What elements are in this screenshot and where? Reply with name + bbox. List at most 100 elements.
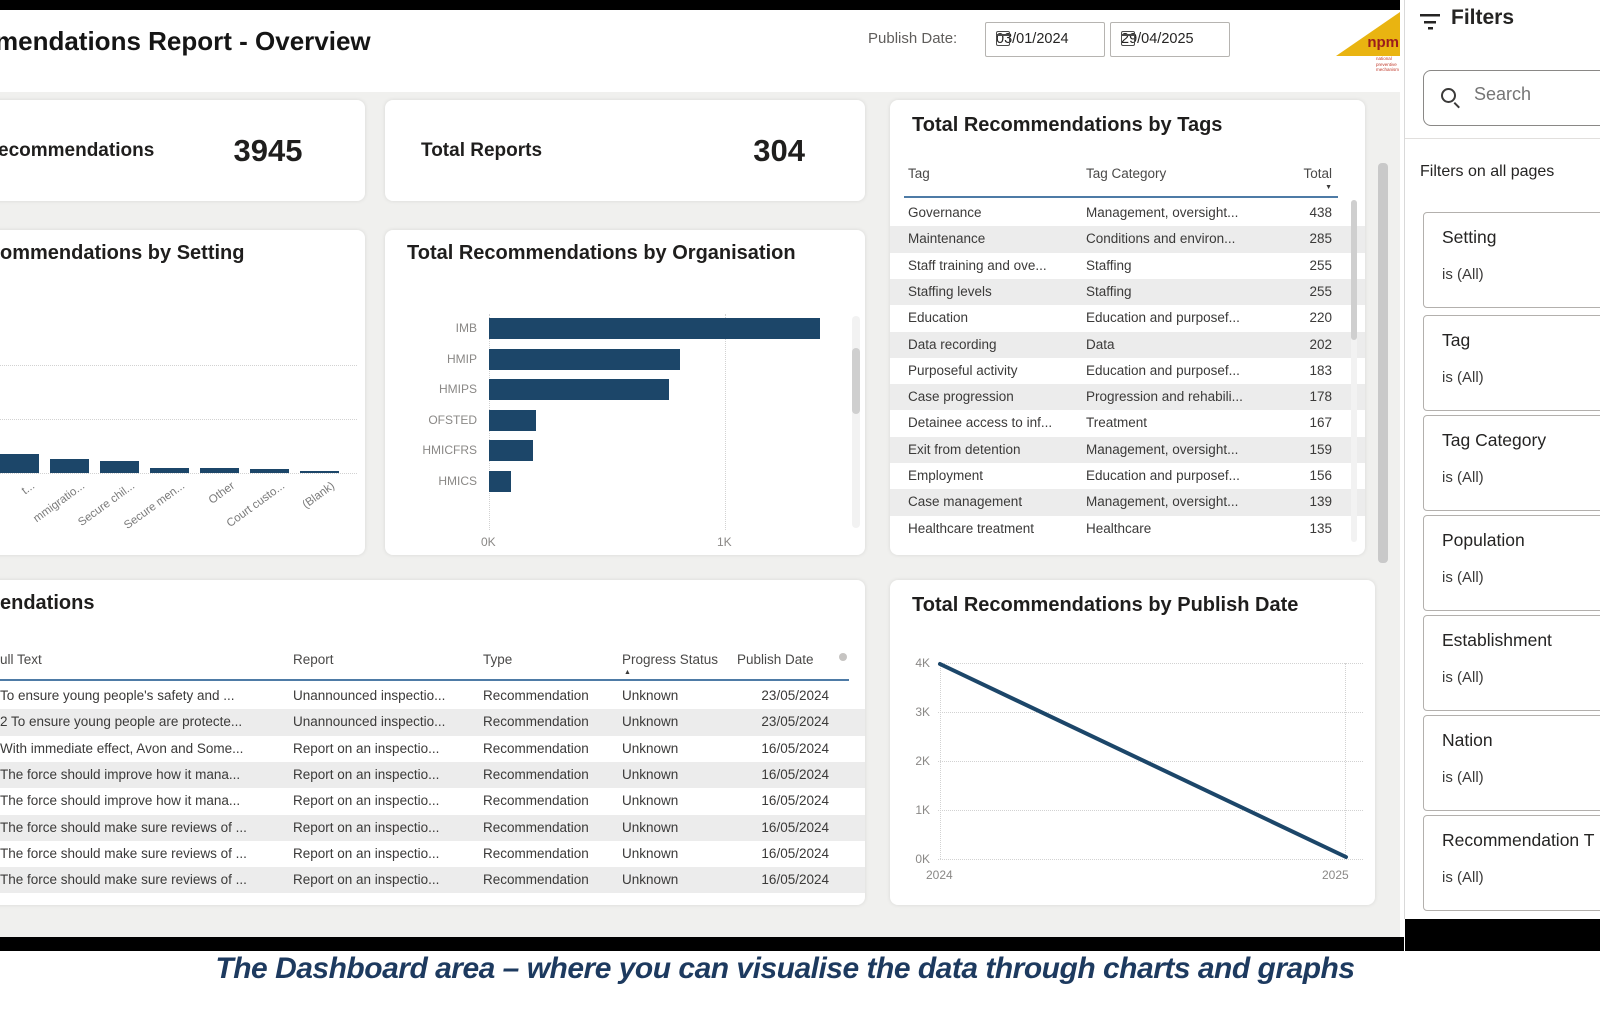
category-cell: Management, oversight... (1086, 494, 1239, 510)
recs-col-type[interactable]: Type (483, 652, 513, 667)
bar-org-ofsted[interactable] (489, 409, 537, 431)
table-row[interactable]: Detainee access to inf... Treatment 167 (890, 410, 1365, 436)
tag-cell: Education (908, 310, 969, 326)
table-row[interactable]: 2 To ensure young people are protecte...… (0, 709, 865, 736)
type-cell: Recommendation (483, 845, 589, 861)
total-cell: 183 (1309, 362, 1332, 378)
bar-setting-4[interactable] (200, 467, 239, 473)
table-row[interactable]: With immediate effect, Avon and Some... R… (0, 736, 865, 762)
filter-card-tag[interactable]: Tag is (All) (1423, 315, 1600, 411)
table-row[interactable]: Employment Education and purposef... 156 (890, 463, 1365, 489)
category-cell: Healthcare (1086, 520, 1152, 536)
filter-card-nation[interactable]: Nation is (All) (1423, 715, 1600, 811)
date-cell: 16/05/2024 (761, 740, 829, 756)
org-x-tick: 0K (481, 535, 496, 549)
table-row[interactable]: Healthcare treatment Healthcare 135 (890, 516, 1365, 542)
search-input[interactable] (1472, 83, 1600, 106)
x-axis-line (0, 473, 357, 474)
table-row[interactable]: Governance Management, oversight... 438 (890, 200, 1365, 226)
tags-col-category[interactable]: Tag Category (1086, 166, 1167, 181)
filters-search-box[interactable] (1423, 70, 1600, 126)
recs-col-full-text[interactable]: ull Text (0, 652, 42, 667)
table-row[interactable]: The force should improve how it mana... R… (0, 788, 865, 814)
table-row[interactable]: Case progression Progression and rehabili… (890, 384, 1365, 411)
total-cell: 285 (1309, 231, 1332, 247)
tags-table-card: Total Recommendations by Tags Tag Tag Ca… (890, 100, 1365, 555)
category-cell: Staffing (1086, 257, 1132, 273)
bar-setting-3[interactable] (150, 467, 189, 473)
total-cell: 202 (1309, 336, 1332, 352)
recs-col-date[interactable]: Publish Date (737, 652, 814, 667)
kpi-card-total-recommendations[interactable]: ecommendations 3945 (0, 100, 365, 201)
report-header: mendations Report - Overview Publish Dat… (0, 10, 1400, 92)
calendar-icon[interactable] (1121, 31, 1135, 46)
bar-setting-1[interactable] (50, 459, 89, 473)
bar-setting-0[interactable] (0, 454, 39, 473)
table-row[interactable]: Exit from detention Management, oversight… (890, 436, 1365, 463)
npm-logo: npm national preventive mechanism (1336, 12, 1400, 72)
filter-card-tag-category[interactable]: Tag Category is (All) (1423, 415, 1600, 511)
filter-name: Establishment (1442, 630, 1552, 650)
page-scrollbar-thumb[interactable] (1378, 163, 1388, 563)
trend-line[interactable] (890, 580, 1375, 905)
date-from-input[interactable]: 03/01/2024 (985, 22, 1105, 57)
kpi-reports-value: 304 (753, 133, 805, 168)
tag-cell: Maintenance (908, 231, 986, 247)
kpi-recommendations-label: ecommendations (0, 140, 155, 161)
total-cell: 438 (1309, 205, 1332, 220)
table-row[interactable]: Maintenance Conditions and environ... 285 (890, 226, 1365, 253)
table-row[interactable]: To ensure young people's safety and ... U… (0, 683, 865, 709)
bar-org-hmips[interactable] (489, 379, 669, 400)
table-row[interactable]: The force should improve how it mana... R… (0, 761, 865, 789)
date-cell: 16/05/2024 (761, 819, 829, 835)
date-to-input[interactable]: 29/04/2025 (1110, 22, 1230, 57)
filters-panel-title: Filters (1451, 6, 1515, 29)
sort-descending-icon[interactable]: ▼ (1325, 184, 1332, 191)
table-row[interactable]: The force should make sure reviews of ..… (0, 814, 865, 841)
type-cell: Recommendation (483, 819, 589, 835)
table-row[interactable]: The force should make sure reviews of ..… (0, 867, 865, 894)
bar-org-hmicfrs[interactable] (489, 440, 533, 461)
bar-setting-6[interactable] (300, 471, 339, 473)
filter-card-setting[interactable]: Setting is (All) (1423, 212, 1600, 308)
tags-col-total[interactable]: Total (1303, 166, 1332, 181)
recs-col-report[interactable]: Report (293, 652, 334, 667)
filter-card-establishment[interactable]: Establishment is (All) (1423, 615, 1600, 711)
table-row[interactable]: Purposeful activity Education and purpose… (890, 358, 1365, 384)
bar-org-imb[interactable] (489, 318, 820, 339)
recs-table-scrollbar-nub[interactable] (839, 653, 847, 661)
type-cell: Recommendation (483, 766, 589, 782)
kpi-card-total-reports[interactable]: Total Reports 304 (385, 100, 865, 201)
tags-col-tag[interactable]: Tag (908, 166, 930, 181)
bar-org-hmip[interactable] (489, 348, 681, 370)
kpi-reports-label: Total Reports (421, 140, 543, 161)
filter-name: Population (1442, 530, 1525, 550)
status-cell: Unknown (622, 766, 679, 782)
tag-cell: Detainee access to inf... (908, 415, 1053, 431)
bar-setting-5[interactable] (250, 469, 289, 473)
recs-col-status[interactable]: Progress Status (622, 652, 719, 667)
filter-card-recommendation-type[interactable]: Recommendation T is (All) (1423, 815, 1600, 911)
tags-table-scrollbar-track[interactable] (1351, 200, 1357, 542)
status-cell: Unknown (622, 740, 679, 756)
total-cell: 135 (1309, 520, 1332, 536)
filter-value: is (All) (1442, 469, 1484, 486)
org-chart-scrollbar-track[interactable] (852, 316, 860, 528)
status-cell: Unknown (622, 819, 679, 835)
tags-table-scrollbar-thumb[interactable] (1351, 200, 1357, 340)
table-row[interactable]: Case management Management, oversight... 1… (890, 489, 1365, 516)
table-row[interactable]: Education Education and purposef... 220 (890, 305, 1365, 331)
bar-org-hmics[interactable] (489, 470, 512, 492)
bar-setting-2[interactable] (100, 461, 139, 473)
table-row[interactable]: Data recording Data 202 (890, 331, 1365, 358)
date-cell: 16/05/2024 (761, 872, 829, 888)
npm-logo-text: npm (1367, 34, 1399, 51)
table-row[interactable]: Staffing levels Staffing 255 (890, 278, 1365, 306)
org-chart-scrollbar-thumb[interactable] (852, 348, 860, 414)
sort-ascending-icon[interactable]: ▲ (624, 669, 631, 676)
table-row[interactable]: The force should make sure reviews of ..… (0, 841, 865, 867)
table-row[interactable]: Staff training and ove... Staffing 255 (890, 253, 1365, 279)
calendar-icon[interactable] (996, 31, 1010, 46)
filter-card-population[interactable]: Population is (All) (1423, 515, 1600, 611)
org-category-label: OFSTED (428, 412, 477, 427)
